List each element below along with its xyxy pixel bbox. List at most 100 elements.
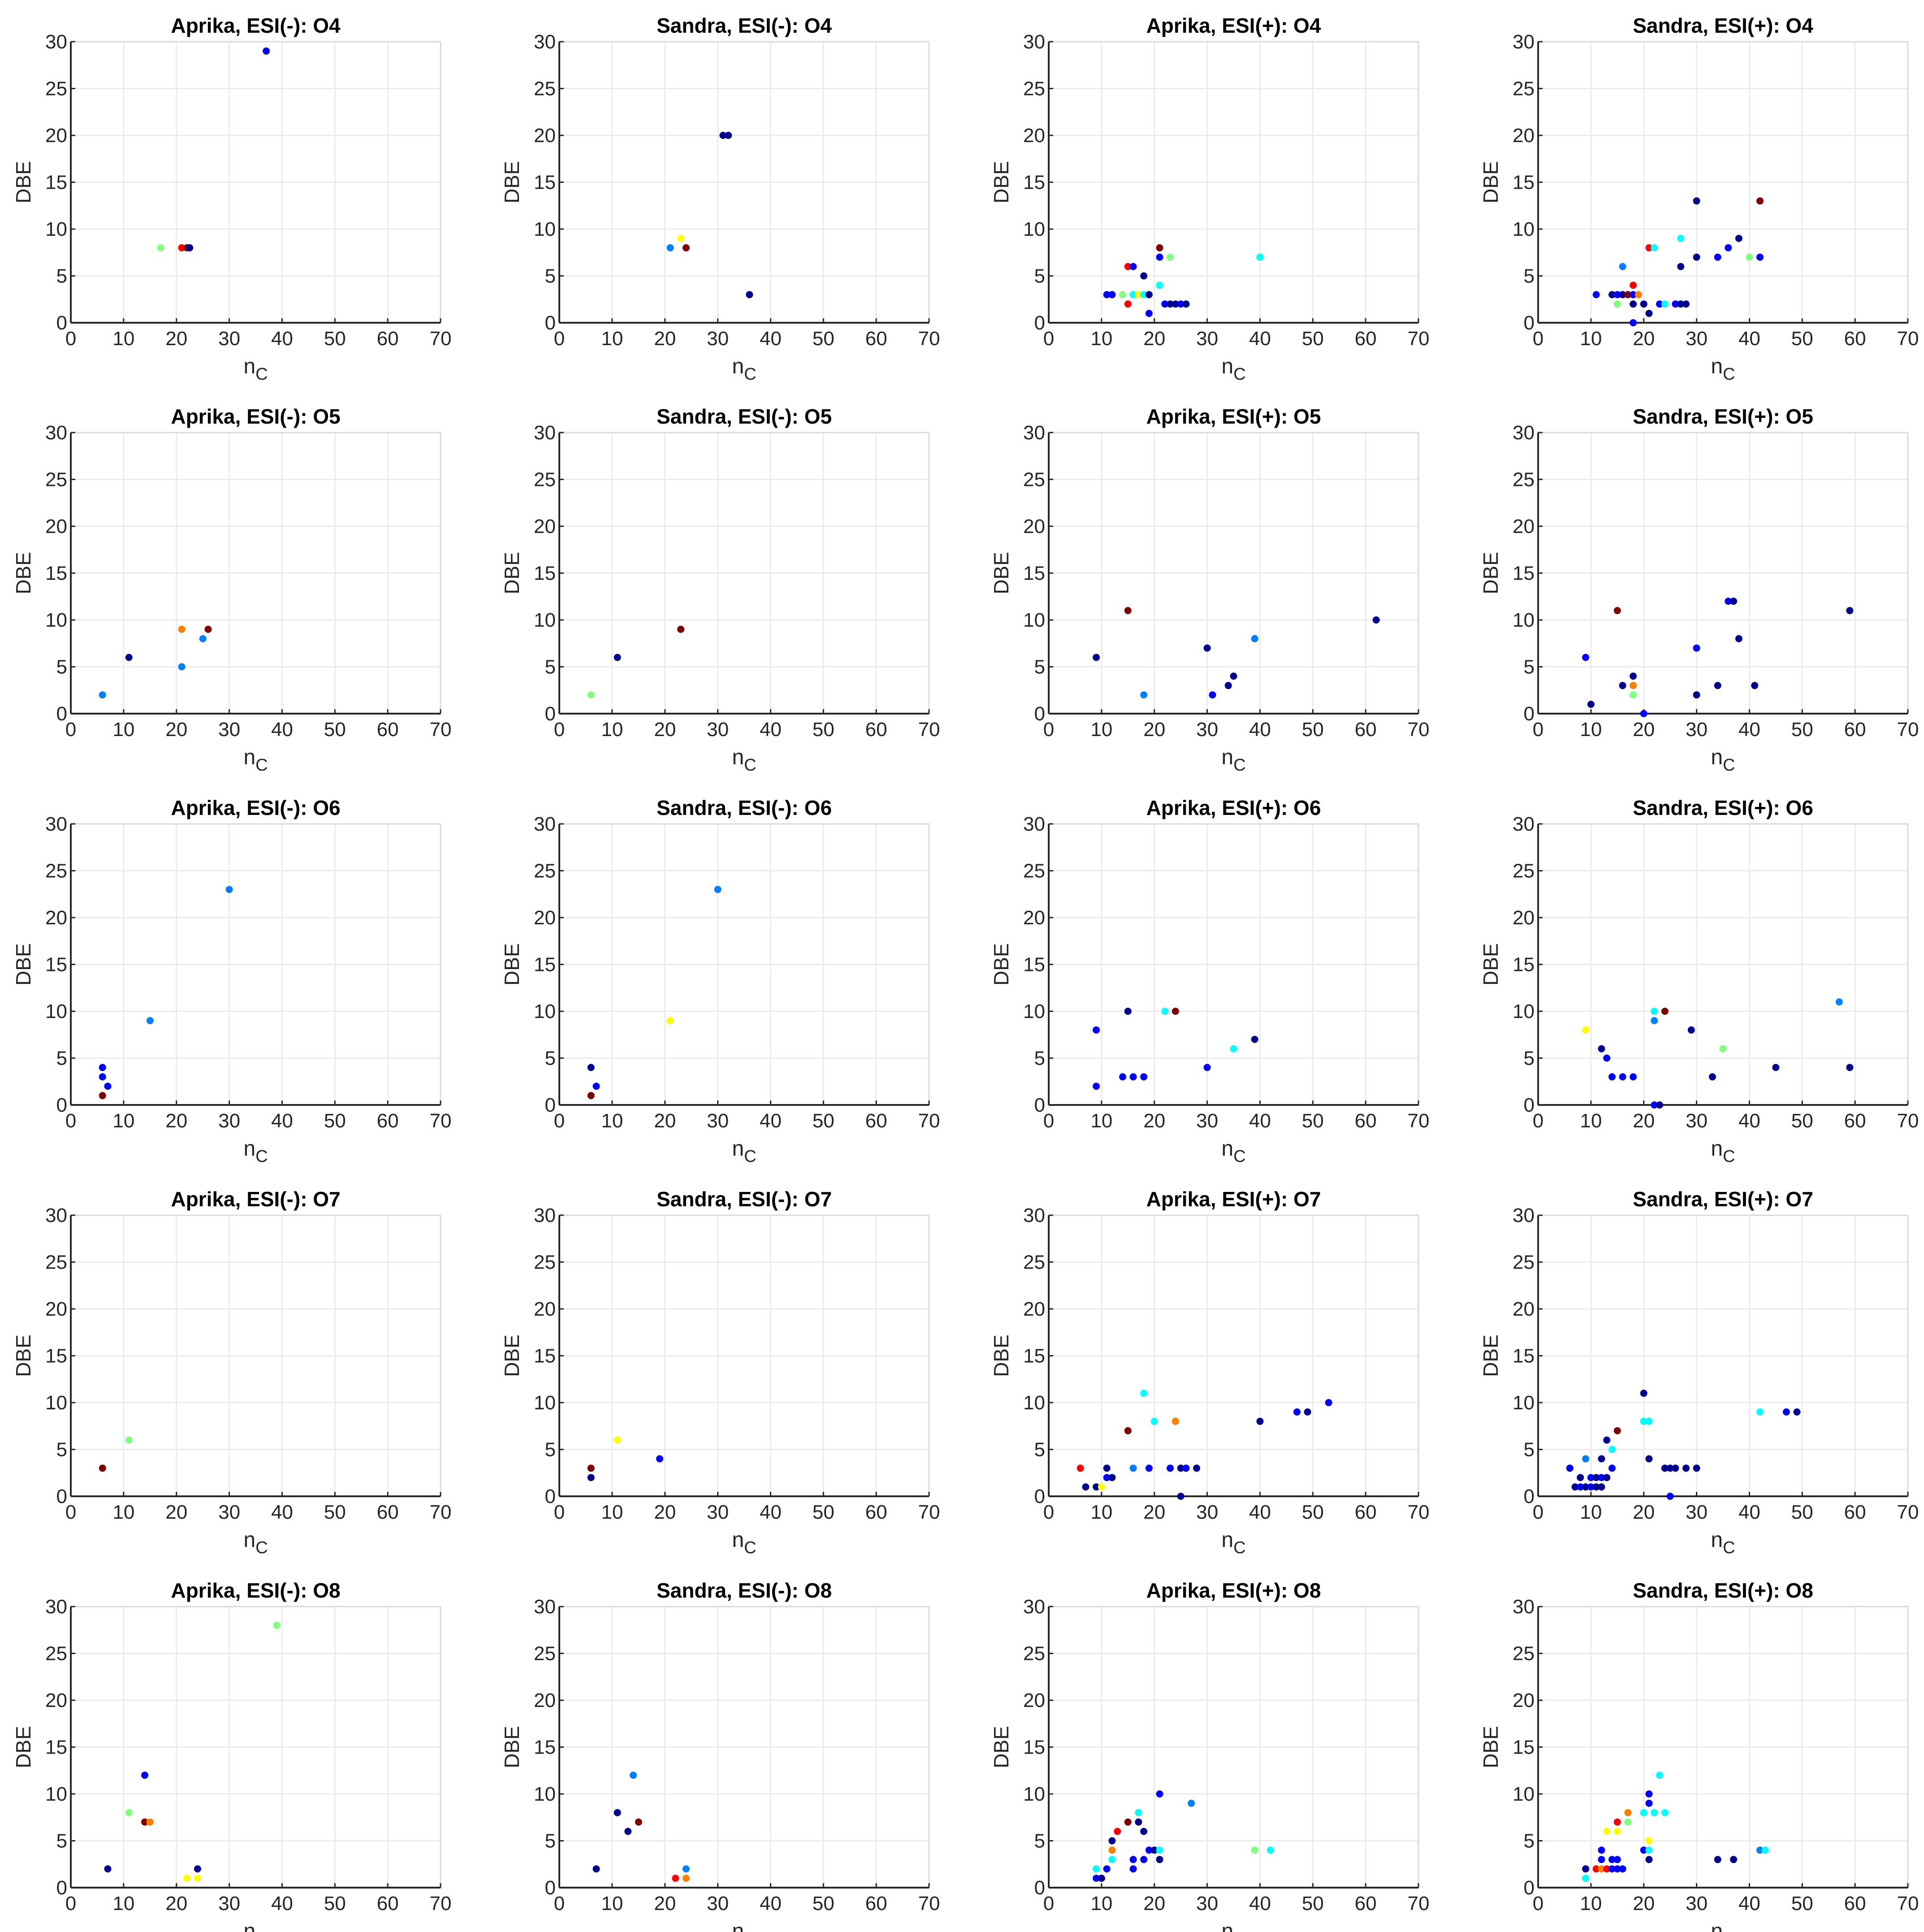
data-point <box>614 1809 621 1816</box>
y-tick-label: 0 <box>56 1094 67 1116</box>
data-point <box>630 1772 637 1779</box>
x-tick-label: 70 <box>1897 1110 1919 1132</box>
data-point <box>1145 310 1153 317</box>
y-tick-label: 10 <box>45 1783 67 1805</box>
data-point <box>1582 1026 1590 1034</box>
x-tick-label: 60 <box>1844 719 1866 741</box>
x-tick-label: 60 <box>865 1110 887 1132</box>
subplot: 0 10 20 30 40 50 60 70 0 5 10 15 20 25 30 Aprika, ESI(-… <box>12 1187 451 1557</box>
x-tick-label: 40 <box>271 1893 293 1915</box>
subplot-title: Aprika, ESI(+): O6 <box>1146 796 1321 819</box>
x-tick-label: 10 <box>1090 328 1112 350</box>
data-point <box>1129 291 1137 299</box>
y-tick-label: 25 <box>45 1643 67 1665</box>
x-axis-label: nC <box>732 1137 756 1166</box>
y-tick-label: 5 <box>1034 1830 1045 1852</box>
x-axis-label: nC <box>1221 745 1245 775</box>
data-point <box>1172 1008 1179 1015</box>
subplot-title: Aprika, ESI(-): O8 <box>171 1579 340 1602</box>
x-axis-label-main: n <box>732 1137 744 1161</box>
x-tick-label: 30 <box>707 1893 729 1915</box>
data-point <box>99 1073 106 1081</box>
data-point <box>1761 1846 1769 1854</box>
subplot-title: Sandra, ESI(+): O7 <box>1633 1187 1813 1211</box>
data-point <box>1119 291 1126 299</box>
x-axis-label: nC <box>1711 355 1735 384</box>
x-tick-label: 20 <box>165 719 187 741</box>
y-tick-label: 10 <box>1513 218 1535 240</box>
data-point <box>1571 1483 1579 1491</box>
x-tick-label: 20 <box>654 328 676 350</box>
x-tick-label: 30 <box>218 1501 240 1523</box>
data-point <box>1103 291 1111 299</box>
y-axis-label: DBE <box>500 1726 523 1768</box>
y-tick-label: 15 <box>1023 563 1045 585</box>
y-tick-label: 0 <box>1524 703 1535 725</box>
y-tick-label: 0 <box>545 1094 556 1116</box>
data-point <box>1103 1865 1111 1873</box>
x-axis-label-sub: C <box>255 1930 268 1932</box>
x-tick-label: 50 <box>324 719 346 741</box>
data-point <box>1613 607 1621 615</box>
x-axis-label-main: n <box>243 745 255 769</box>
x-tick-label: 20 <box>165 328 187 350</box>
data-point <box>1661 1464 1669 1472</box>
x-axis-label-main: n <box>1711 1919 1723 1932</box>
data-point <box>682 1875 690 1882</box>
y-tick-label: 0 <box>1524 1094 1535 1116</box>
data-point <box>1135 1818 1142 1826</box>
x-tick-label: 40 <box>1738 719 1760 741</box>
x-axis-label-main: n <box>243 1528 255 1552</box>
data-point <box>1193 1464 1200 1472</box>
x-axis-label: nC <box>1711 1528 1735 1557</box>
y-tick-label: 30 <box>1023 31 1045 53</box>
data-point <box>1114 1828 1121 1835</box>
data-point <box>1587 701 1595 708</box>
x-tick-label: 0 <box>1043 1501 1054 1523</box>
x-tick-label: 0 <box>1043 719 1054 741</box>
x-tick-label: 10 <box>601 328 623 350</box>
y-tick-label: 0 <box>1034 1877 1045 1899</box>
data-point <box>1661 1008 1669 1015</box>
y-tick-label: 25 <box>1513 1643 1535 1665</box>
x-tick-label: 60 <box>865 328 887 350</box>
subplot: 0 10 20 30 40 50 60 70 0 5 10 15 20 25 30 Aprika, ESI(-… <box>12 796 451 1166</box>
data-point <box>1108 1846 1116 1854</box>
data-point <box>1129 1073 1137 1081</box>
y-tick-label: 15 <box>534 563 556 585</box>
y-tick-label: 20 <box>534 125 556 147</box>
x-axis-label-sub: C <box>744 1930 756 1932</box>
data-point <box>1613 291 1621 299</box>
data-point <box>682 244 690 251</box>
data-point <box>1603 1865 1611 1873</box>
x-tick-label: 40 <box>760 328 782 350</box>
data-point <box>1566 1464 1574 1472</box>
x-axis-label-sub: C <box>255 1147 268 1166</box>
y-tick-label: 0 <box>56 703 67 725</box>
x-tick-label: 60 <box>1355 1893 1377 1915</box>
x-tick-label: 10 <box>601 1110 623 1132</box>
data-point <box>1135 1809 1142 1816</box>
y-tick-label: 30 <box>1023 813 1045 835</box>
x-tick-label: 40 <box>1249 1501 1271 1523</box>
data-point <box>1093 1875 1100 1882</box>
subplot: 0 10 20 30 40 50 60 70 0 5 10 15 20 25 30 Sandra, ESI(+… <box>1479 14 1919 384</box>
data-point <box>1582 1483 1590 1491</box>
x-tick-label: 10 <box>1580 328 1602 350</box>
data-point <box>635 1818 642 1826</box>
subplot: 0 10 20 30 40 50 60 70 0 5 10 15 20 25 30 Aprika, ESI(+… <box>990 1579 1429 1932</box>
data-point <box>1108 291 1116 299</box>
x-tick-label: 50 <box>813 719 834 741</box>
data-point <box>1656 1101 1664 1109</box>
y-tick-label: 25 <box>534 78 556 100</box>
data-point <box>1230 1045 1237 1053</box>
x-tick-label: 40 <box>1249 1110 1271 1132</box>
x-tick-label: 10 <box>112 1501 134 1523</box>
data-point <box>99 1092 106 1100</box>
data-point <box>1756 1408 1764 1416</box>
x-tick-label: 20 <box>165 1110 187 1132</box>
y-tick-label: 10 <box>1023 1783 1045 1805</box>
data-point <box>1592 1865 1600 1873</box>
y-tick-label: 5 <box>1034 1048 1045 1070</box>
x-tick-label: 50 <box>324 1501 346 1523</box>
